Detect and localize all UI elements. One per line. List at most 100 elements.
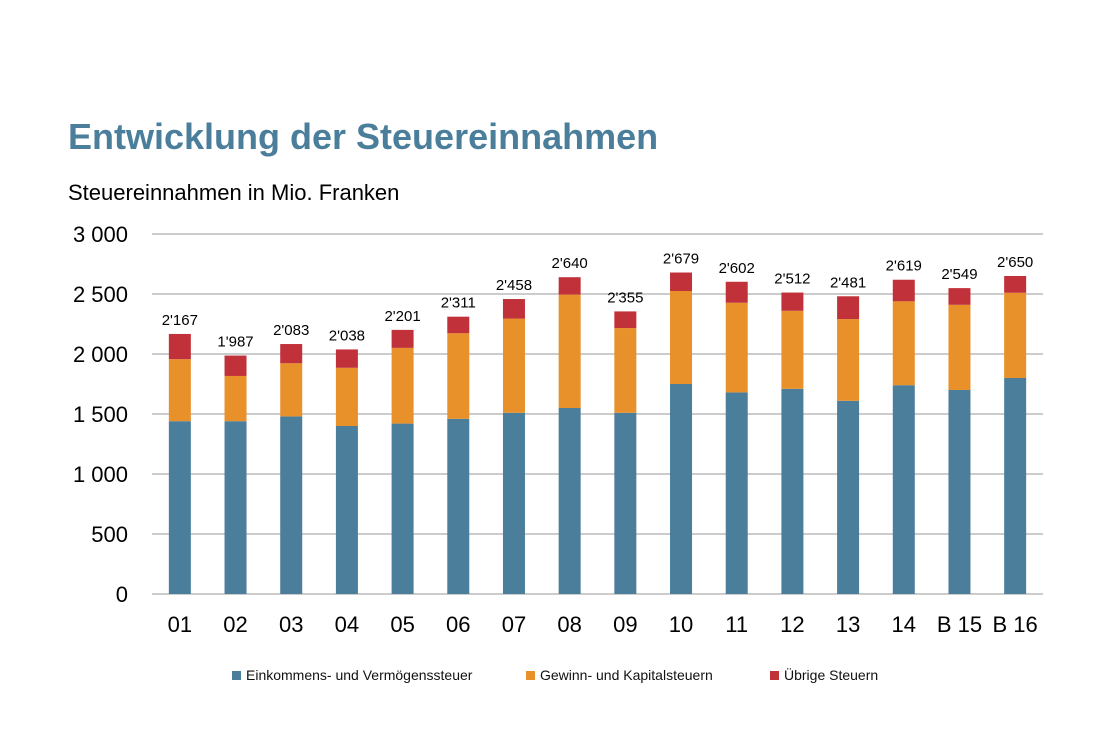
bar-segment-einkommens xyxy=(391,423,414,594)
total-label: 2'679 xyxy=(663,251,699,268)
bar-segment-uebrige xyxy=(781,292,804,311)
total-label: 2'481 xyxy=(830,274,866,291)
bar-segment-uebrige xyxy=(948,288,971,305)
bar-segment-einkommens xyxy=(1004,378,1027,594)
bar-segment-gewinn xyxy=(447,333,470,419)
x-tick-label: B 15 xyxy=(937,612,982,637)
legend-swatch-gewinn xyxy=(526,670,535,680)
bar-segment-einkommens xyxy=(614,412,637,594)
chart-title: Entwicklung der Steuereinnahmen xyxy=(68,116,659,157)
bar-segment-einkommens xyxy=(558,408,581,594)
bar-segment-einkommens xyxy=(335,426,358,594)
bar-segment-gewinn xyxy=(224,375,247,422)
total-label: 2'650 xyxy=(997,254,1033,271)
total-label: 2'038 xyxy=(329,327,365,344)
bar-segment-gewinn xyxy=(614,328,637,413)
x-tick-label: 08 xyxy=(557,612,581,637)
bar-segment-uebrige xyxy=(1004,276,1027,293)
x-tick-label: 11 xyxy=(725,612,748,637)
x-tick-label: 09 xyxy=(613,612,637,637)
total-label: 2'458 xyxy=(496,277,532,294)
x-tick-label: 03 xyxy=(279,612,303,637)
x-tick-label: 13 xyxy=(836,612,860,637)
total-label: 2'201 xyxy=(384,308,420,325)
legend-swatch-einkommens xyxy=(232,670,241,680)
bar-segment-gewinn xyxy=(725,302,748,393)
total-label: 2'602 xyxy=(719,260,755,277)
x-tick-label: 06 xyxy=(446,612,470,637)
bar-segment-uebrige xyxy=(837,296,860,320)
bar-segment-uebrige xyxy=(670,272,693,291)
bar-segment-einkommens xyxy=(280,416,303,594)
total-label: 1'987 xyxy=(217,334,253,351)
bar-segment-einkommens xyxy=(837,400,860,594)
bar-segment-gewinn xyxy=(335,367,358,426)
bar-segment-einkommens xyxy=(892,385,915,594)
bar-segment-gewinn xyxy=(558,294,581,408)
total-label: 2'355 xyxy=(607,289,643,306)
bar-segment-einkommens xyxy=(781,388,804,594)
bar-segment-uebrige xyxy=(335,349,358,368)
chart-subtitle: Steuereinnahmen in Mio. Franken xyxy=(68,180,400,205)
legend-swatch-uebrige xyxy=(770,670,779,680)
y-tick-label: 1 000 xyxy=(73,462,128,487)
bar-segment-gewinn xyxy=(892,301,915,386)
total-label: 2'619 xyxy=(886,258,922,275)
total-label: 2'512 xyxy=(774,271,810,288)
bar-segment-gewinn xyxy=(781,310,804,389)
bar-segment-uebrige xyxy=(892,279,915,302)
total-label: 2'549 xyxy=(941,266,977,283)
total-label: 2'640 xyxy=(552,255,588,272)
chart-legend: Einkommens- und Vermögenssteuer Gewinn- … xyxy=(0,667,1106,687)
bar-segment-gewinn xyxy=(502,318,525,413)
bar-segment-uebrige xyxy=(224,355,247,376)
bar-segment-einkommens xyxy=(725,392,748,594)
bar-segment-uebrige xyxy=(168,333,191,360)
legend-label-einkommens: Einkommens- und Vermögenssteuer xyxy=(246,667,473,683)
x-tick-label: 14 xyxy=(892,612,916,637)
y-tick-label: 0 xyxy=(116,582,128,607)
x-tick-label: 04 xyxy=(335,612,359,637)
legend-item-uebrige: Übrige Steuern xyxy=(770,667,878,683)
bar-segment-uebrige xyxy=(502,299,525,319)
bar-segment-uebrige xyxy=(558,277,581,295)
bar-segment-uebrige xyxy=(447,316,470,334)
x-tick-label: B 16 xyxy=(993,612,1038,637)
x-tick-label: 07 xyxy=(502,612,526,637)
bar-segment-uebrige xyxy=(391,329,414,348)
bar-segment-uebrige xyxy=(280,344,303,364)
bar-segment-einkommens xyxy=(168,421,191,594)
stacked-bar-chart: 0 500 1 000 1 500 2 000 2 500 3 000 2'167 01 1'98… xyxy=(73,222,1043,637)
y-tick-label: 1 500 xyxy=(73,402,128,427)
bar-segment-einkommens xyxy=(502,412,525,594)
bar-segment-gewinn xyxy=(1004,292,1027,378)
bar-segment-einkommens xyxy=(224,421,247,594)
y-tick-label: 3 000 xyxy=(73,222,128,247)
bar-segment-gewinn xyxy=(168,359,191,422)
bar-segment-gewinn xyxy=(670,291,693,384)
total-label: 2'083 xyxy=(273,322,309,339)
bar-segment-gewinn xyxy=(280,363,303,417)
y-tick-label: 500 xyxy=(91,522,128,547)
legend-item-gewinn: Gewinn- und Kapitalsteuern xyxy=(526,667,713,683)
y-tick-label: 2 500 xyxy=(73,282,128,307)
x-tick-label: 02 xyxy=(223,612,247,637)
bar-segment-einkommens xyxy=(447,418,470,594)
x-tick-label: 05 xyxy=(390,612,414,637)
bar-segment-uebrige xyxy=(614,311,637,329)
legend-item-einkommens: Einkommens- und Vermögenssteuer xyxy=(232,667,472,683)
bar-segment-gewinn xyxy=(837,319,860,401)
x-tick-label: 01 xyxy=(168,612,192,637)
x-tick-label: 12 xyxy=(780,612,804,637)
bar-segment-einkommens xyxy=(948,390,971,594)
bar-segment-uebrige xyxy=(725,281,748,303)
x-tick-label: 10 xyxy=(669,612,693,637)
legend-label-uebrige: Übrige Steuern xyxy=(784,667,879,683)
bar-segment-einkommens xyxy=(670,384,693,594)
legend-label-gewinn: Gewinn- und Kapitalsteuern xyxy=(540,667,713,683)
y-tick-label: 2 000 xyxy=(73,342,128,367)
bar-segment-gewinn xyxy=(948,304,971,390)
bar-segment-gewinn xyxy=(391,347,414,424)
total-label: 2'311 xyxy=(441,295,476,312)
total-label: 2'167 xyxy=(162,312,198,329)
